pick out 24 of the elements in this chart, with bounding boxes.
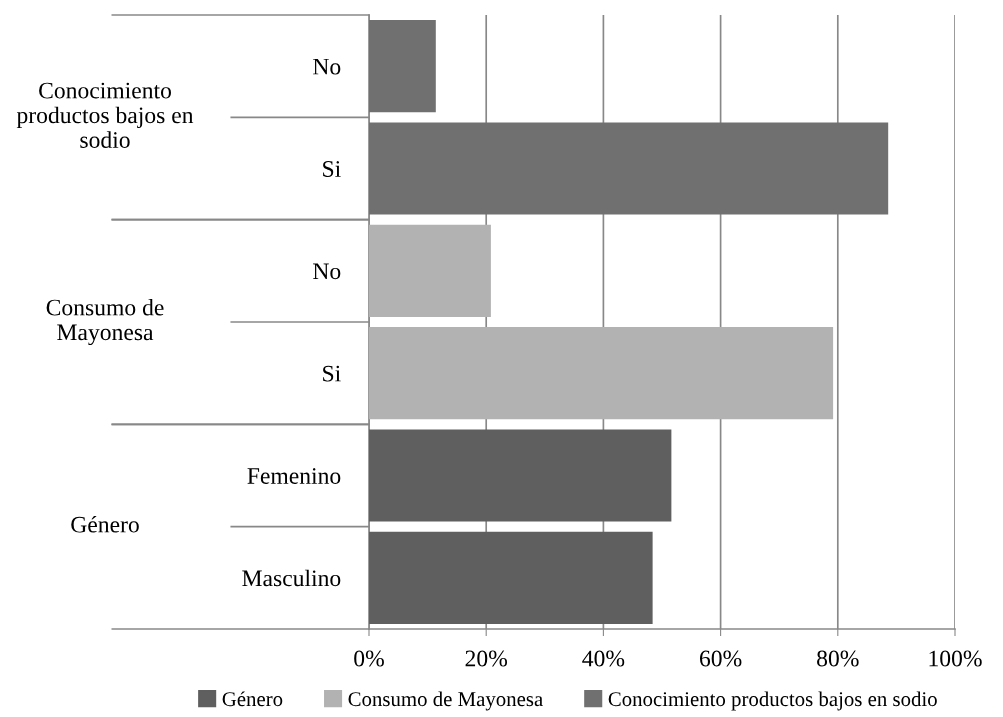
text: Conocimiento productos bajos en sodio <box>16 82 194 148</box>
bar <box>369 429 672 522</box>
legend-label: Consumo de Mayonesa <box>348 691 543 711</box>
text: Consumo de Mayonesa <box>46 298 164 346</box>
y-tick-label: No <box>313 58 341 75</box>
x-tick-label: 20% <box>465 650 508 667</box>
x-tick-label: 100% <box>929 650 982 667</box>
y-tick-label: No <box>313 263 341 280</box>
x-tick-label: 60% <box>699 650 742 667</box>
x-tick-label: 40% <box>582 650 625 667</box>
bar <box>369 531 653 624</box>
text: Género <box>71 515 139 533</box>
bar <box>369 327 834 420</box>
bar <box>369 122 889 215</box>
y-tick-label: Si <box>323 161 341 177</box>
x-tick-label: 80% <box>817 650 859 667</box>
bar <box>369 20 436 113</box>
y-tick-label: Masculino <box>242 569 341 587</box>
y-tick-label: Si <box>323 365 341 382</box>
x-tick-label: 0% <box>354 650 384 667</box>
legend-label: Conocimiento productos bajos en sodio <box>608 691 937 711</box>
legend-label: Género <box>222 691 283 707</box>
bar <box>369 224 491 317</box>
y-tick-label: Femenino <box>247 468 341 484</box>
